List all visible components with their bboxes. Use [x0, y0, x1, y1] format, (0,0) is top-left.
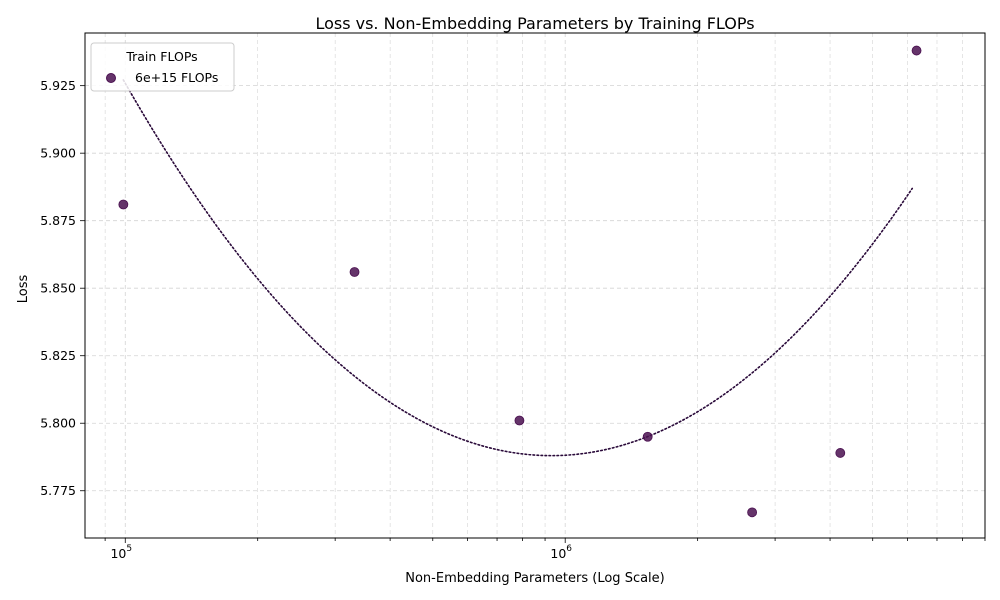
grid [85, 33, 986, 538]
y-tick-label: 5.925 [40, 78, 76, 93]
data-point [118, 199, 129, 210]
x-tick-label-base: 10 [110, 546, 126, 561]
data-point [349, 267, 360, 277]
x-tick-label-base: 10 [550, 546, 566, 561]
legend-box [90, 42, 235, 92]
legend-entry: 6e+15 FLOPs [135, 70, 218, 85]
x-tick-label-exponent: 6 [566, 544, 572, 554]
legend-title: Train FLOPs [125, 49, 197, 64]
chart-title: Loss vs. Non-Embedding Parameters by Tra… [315, 14, 754, 33]
y-tick-label: 5.850 [40, 281, 76, 296]
legend-marker [106, 73, 116, 83]
data-point [747, 507, 758, 518]
y-tick-label: 5.900 [40, 146, 76, 161]
fit-curve-group [122, 79, 914, 457]
x-tick-label: 105 [110, 544, 132, 561]
y-tick-label: 5.800 [40, 416, 76, 431]
plot-frame [84, 32, 986, 539]
data-point [835, 448, 846, 458]
x-tick-label: 106 [550, 544, 572, 561]
data-point [911, 45, 922, 56]
x-axis-label: Non-Embedding Parameters (Log Scale) [405, 571, 665, 586]
legend: Train FLOPs 6e+15 FLOPs [90, 42, 235, 92]
data-point [642, 431, 653, 442]
y-axis-label: Loss [16, 275, 31, 304]
x-axis-ticks: 105 106 [104, 538, 986, 561]
data-point [514, 415, 525, 426]
fit-curve [122, 79, 914, 457]
y-tick-label: 5.775 [40, 483, 76, 498]
x-tick-label-exponent: 5 [126, 544, 132, 554]
data-points [118, 45, 922, 518]
y-tick-label: 5.825 [40, 348, 76, 363]
y-axis-ticks: 5.775 5.800 5.825 5.850 5.875 5.900 5.925 [40, 78, 85, 498]
y-tick-label: 5.875 [40, 213, 76, 228]
